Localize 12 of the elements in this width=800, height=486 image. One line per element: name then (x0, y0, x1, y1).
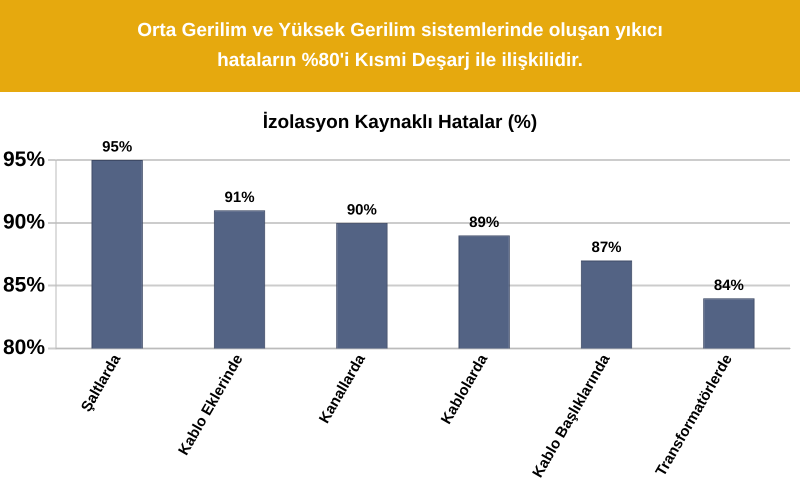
y-tick-label: 95% (3, 148, 46, 171)
y-tick-label: 80% (3, 336, 46, 360)
y-tick-label: 90% (3, 210, 46, 234)
y-tick-label: 85% (3, 273, 46, 296)
data-label: 84% (714, 276, 744, 294)
data-label: 91% (224, 188, 255, 206)
data-label: 89% (469, 214, 500, 232)
data-label: 87% (591, 239, 622, 256)
chart-subtitle: İzolasyon Kaynaklı Hatalar (%) (262, 112, 538, 135)
data-label: 90% (346, 201, 377, 218)
chart-title: Orta Gerilim ve Yüksek Gerilim sistemlerinde oluşan yıkıcı hataların %80'i Kısmi Deşarj ile ilişkilidir. (136, 19, 664, 73)
data-label: 95% (102, 138, 132, 156)
